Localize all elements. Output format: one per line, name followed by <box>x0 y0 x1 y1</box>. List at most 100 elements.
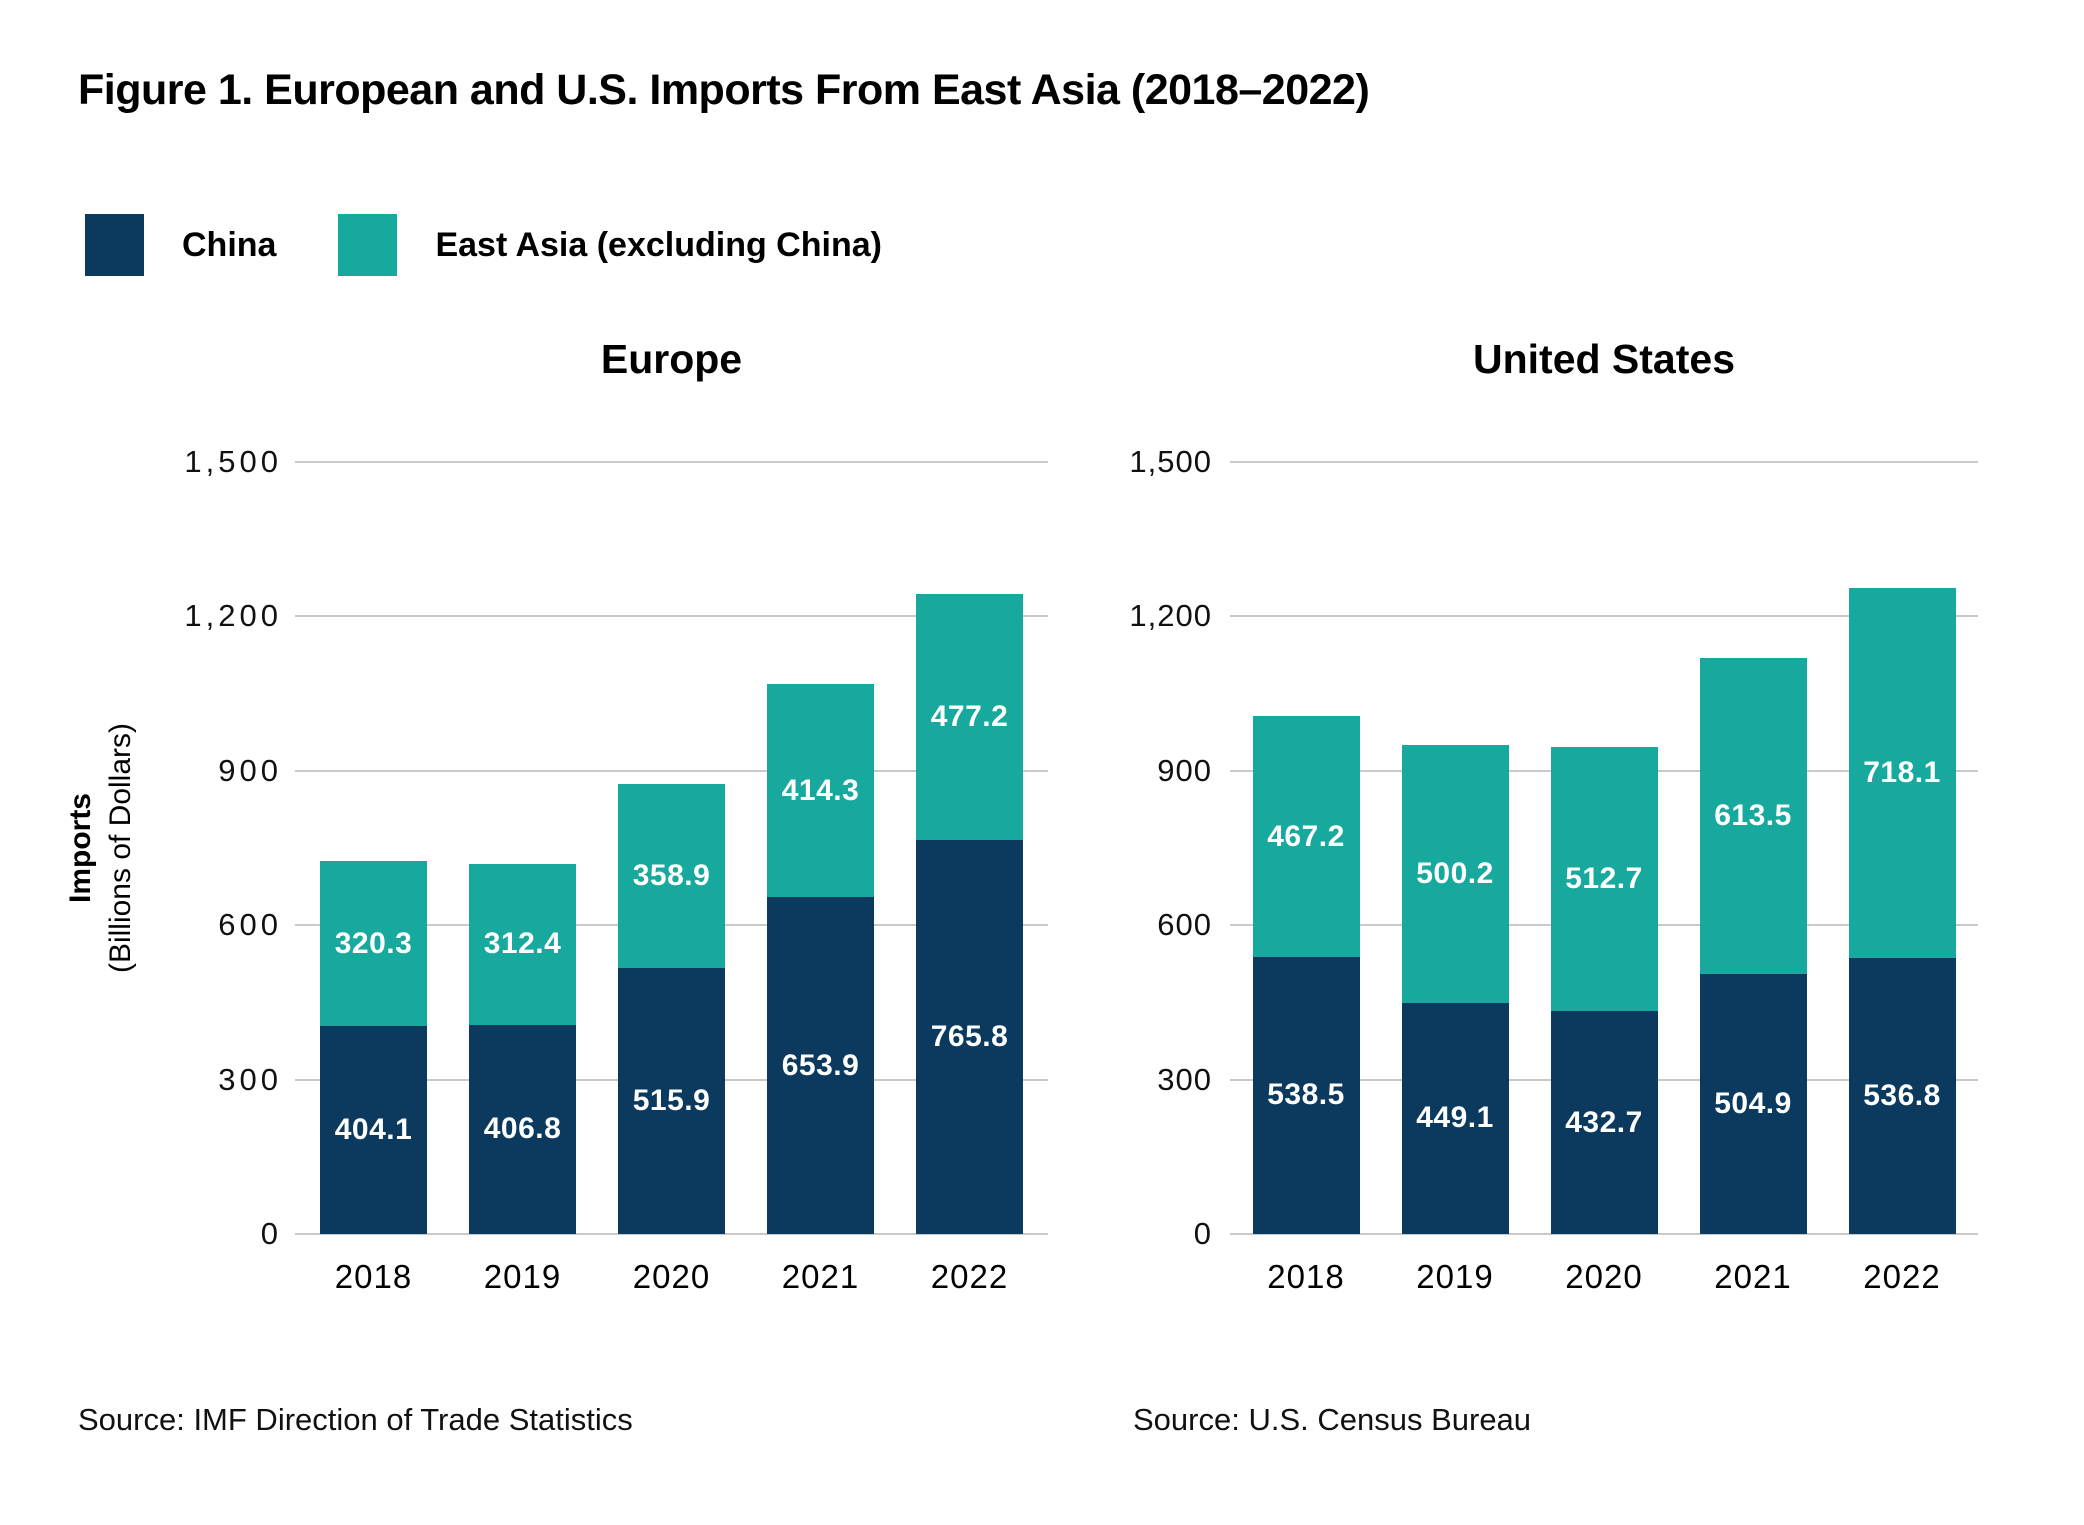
segment-east-asia: 320.3 <box>320 861 427 1027</box>
y-tick-label: 0 <box>1193 1216 1212 1251</box>
x-tick-label: 2018 <box>1267 1258 1345 1295</box>
y-tick-label: 600 <box>1157 907 1212 943</box>
legend-swatch-east-asia <box>338 214 398 276</box>
chart-title-europe: Europe <box>600 336 743 382</box>
gridline <box>295 769 1048 772</box>
x-tick-label: 2020 <box>632 1258 711 1295</box>
bar-2020: 512.7 432.7 <box>1550 747 1658 1234</box>
legend-label-east-asia: East Asia (excluding China) <box>435 225 882 264</box>
segment-china: 653.9 <box>767 897 874 1234</box>
x-tick-label: 2022 <box>1863 1258 1941 1295</box>
source-note-europe: Source: IMF Direction of Trade Statistic… <box>78 1402 633 1437</box>
gridline <box>1230 1233 1978 1235</box>
bar-value-label: 653.9 <box>781 1048 860 1082</box>
bar-value-label: 449.1 <box>1416 1101 1494 1135</box>
y-tick-labels-europe: 0 300 600 900 1,200 1,500 <box>110 444 282 1251</box>
segment-east-asia: 414.3 <box>767 684 874 898</box>
x-tick-label: 2022 <box>930 1258 1009 1295</box>
bar-value-label: 406.8 <box>483 1112 562 1146</box>
x-tick-label: 2018 <box>334 1258 413 1295</box>
segment-china: 536.8 <box>1848 957 1956 1234</box>
segment-east-asia: 718.1 <box>1848 588 1956 958</box>
bar-2022: 718.1 536.8 <box>1848 588 1956 1234</box>
x-tick-label: 2020 <box>1565 1258 1643 1295</box>
segment-east-asia: 512.7 <box>1550 747 1658 1012</box>
bars-group: 320.3 404.1 312.4 406.8 358.9 515.9 414.3 653.9… <box>295 462 1048 1234</box>
y-tick-label: 1,500 <box>184 444 282 479</box>
bar-value-label: 414.3 <box>781 773 860 807</box>
bar-value-label: 765.8 <box>930 1019 1009 1053</box>
gridline <box>295 615 1048 618</box>
bar-value-label: 512.7 <box>1565 862 1643 896</box>
gridline <box>295 461 1048 463</box>
segment-china: 404.1 <box>320 1026 427 1234</box>
bar-2019: 500.2 449.1 <box>1401 745 1509 1234</box>
segment-china: 538.5 <box>1252 956 1360 1234</box>
bar-value-label: 515.9 <box>632 1084 711 1118</box>
chart-title-united-states: United States <box>1473 336 1735 382</box>
y-tick-label: 900 <box>218 752 282 788</box>
bar-value-label: 536.8 <box>1863 1078 1941 1112</box>
bar-value-label: 312.4 <box>483 927 562 961</box>
y-tick-labels-united-states: 0 300 600 900 1,200 1,500 <box>1040 444 1212 1251</box>
x-tick-label: 2019 <box>1416 1258 1494 1295</box>
bar-2020: 358.9 515.9 <box>618 783 725 1234</box>
x-tick-label: 2021 <box>1714 1258 1792 1295</box>
y-tick-label: 900 <box>1157 752 1212 788</box>
segment-east-asia: 613.5 <box>1699 658 1807 975</box>
segment-china: 406.8 <box>469 1024 576 1234</box>
segment-china: 432.7 <box>1550 1011 1658 1234</box>
bar-value-label: 504.9 <box>1714 1087 1792 1121</box>
segment-east-asia: 312.4 <box>469 863 576 1025</box>
segment-east-asia: 500.2 <box>1401 745 1509 1003</box>
segment-east-asia: 467.2 <box>1252 716 1360 957</box>
segment-china: 449.1 <box>1401 1002 1509 1234</box>
gridline <box>1230 461 1978 463</box>
segment-china: 515.9 <box>618 968 725 1234</box>
bar-value-label: 404.1 <box>334 1113 413 1147</box>
source-note-united-states: Source: U.S. Census Bureau <box>1133 1402 1532 1437</box>
y-tick-label: 0 <box>260 1216 282 1251</box>
y-axis-title-main: Imports <box>64 793 97 904</box>
bar-value-label: 477.2 <box>930 700 1009 734</box>
bar-value-label: 538.5 <box>1267 1078 1345 1112</box>
gridline <box>295 1233 1048 1235</box>
bar-2022: 477.2 765.8 <box>916 594 1023 1234</box>
bar-2018: 467.2 538.5 <box>1252 716 1360 1234</box>
y-tick-label: 300 <box>1157 1061 1212 1097</box>
plot-area-europe: 320.3 404.1 312.4 406.8 358.9 515.9 414.3 653.9… <box>295 461 1048 1235</box>
gridline <box>1230 615 1978 618</box>
y-tick-label: 600 <box>218 907 282 943</box>
figure-title: Figure 1. European and U.S. Imports From… <box>78 66 1370 114</box>
bar-2021: 414.3 653.9 <box>767 684 874 1234</box>
legend-label-china: China <box>182 225 277 264</box>
x-tick-label: 2019 <box>483 1258 562 1295</box>
y-tick-label: 300 <box>218 1061 282 1097</box>
segment-east-asia: 477.2 <box>916 594 1023 840</box>
bar-2018: 320.3 404.1 <box>320 861 427 1234</box>
bar-value-label: 718.1 <box>1863 755 1941 789</box>
bar-value-label: 432.7 <box>1565 1105 1643 1139</box>
x-tick-labels-europe: 2018 2019 2020 2021 2022 <box>295 1244 1048 1304</box>
segment-china: 504.9 <box>1699 974 1807 1234</box>
legend-item-east-asia: East Asia (excluding China) <box>338 214 882 276</box>
bar-value-label: 500.2 <box>1416 857 1494 891</box>
bar-value-label: 320.3 <box>334 926 413 960</box>
bars-group: 467.2 538.5 500.2 449.1 512.7 432.7 613.5 504.9… <box>1230 462 1978 1234</box>
y-tick-label: 1,200 <box>184 598 282 634</box>
x-tick-labels-united-states: 2018 2019 2020 2021 2022 <box>1230 1244 1978 1304</box>
legend-item-china: China <box>85 214 276 276</box>
plot-area-united-states: 467.2 538.5 500.2 449.1 512.7 432.7 613.5 504.9… <box>1230 461 1978 1235</box>
segment-china: 765.8 <box>916 839 1023 1234</box>
segment-east-asia: 358.9 <box>618 783 725 969</box>
bar-value-label: 467.2 <box>1267 819 1345 853</box>
bar-value-label: 358.9 <box>632 859 711 893</box>
bar-2019: 312.4 406.8 <box>469 863 576 1234</box>
y-tick-label: 1,500 <box>1129 444 1212 479</box>
legend-swatch-china <box>85 214 144 276</box>
x-tick-label: 2021 <box>781 1258 860 1295</box>
y-tick-label: 1,200 <box>1129 598 1212 634</box>
bar-value-label: 613.5 <box>1714 799 1792 833</box>
bar-2021: 613.5 504.9 <box>1699 658 1807 1234</box>
